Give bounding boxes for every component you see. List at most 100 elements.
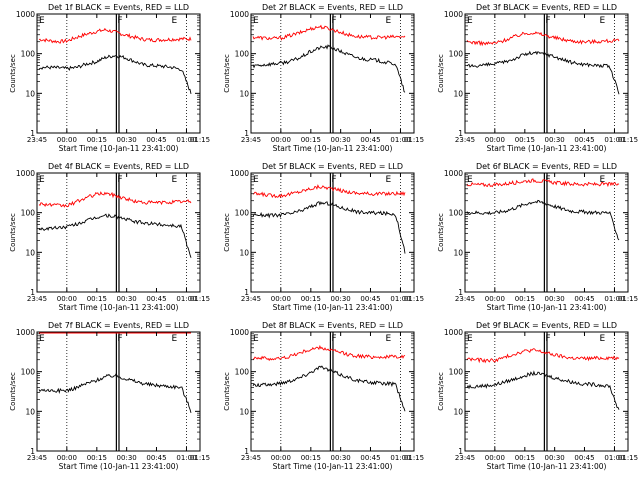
y-tick-label: 10 — [453, 248, 463, 257]
plot-frame — [250, 13, 415, 134]
plot-frame — [36, 172, 201, 293]
y-tick-label: 100 — [449, 368, 464, 377]
start-marker-label: E — [467, 334, 473, 344]
y-tick-label: 1000 — [230, 10, 249, 19]
detector-panel: Det 7f BLACK = Events, RED = LLD F E E 1 10 10… — [9, 321, 210, 471]
x-tick-label: 01:15 — [618, 295, 638, 303]
detector-panel: Det 6f BLACK = Events, RED = LLD F E E 1 10 10… — [437, 162, 638, 312]
x-tick-label: 23:45 — [241, 295, 261, 303]
x-tick-label: 00:15 — [87, 454, 107, 462]
x-tick-label: 23:45 — [241, 136, 261, 144]
x-tick-label: 00:30 — [545, 454, 565, 462]
y-tick-label: 1 — [458, 129, 463, 138]
x-tick-label: 00:00 — [271, 295, 291, 303]
x-tick-label: 00:30 — [117, 454, 137, 462]
end-marker-label: E — [171, 16, 177, 26]
flare-marker-label: F — [545, 334, 550, 344]
y-tick-label: 10 — [25, 248, 35, 257]
y-tick-label: 100 — [449, 50, 464, 59]
plot-frame — [464, 172, 629, 293]
start-marker-label: E — [253, 175, 259, 185]
start-marker-label: E — [253, 334, 259, 344]
y-axis-label: Counts/sec — [9, 213, 17, 252]
x-axis-label: Start Time (10-Jan-11 23:41:00) — [487, 303, 607, 312]
plot-frame — [464, 13, 629, 134]
flare-marker-label: F — [117, 334, 122, 344]
y-tick-label: 100 — [235, 368, 250, 377]
flare-marker-label: F — [331, 16, 336, 26]
y-tick-label: 10 — [239, 407, 249, 416]
x-axis-label: Start Time (10-Jan-11 23:41:00) — [273, 303, 393, 312]
detector-panel: Det 4f BLACK = Events, RED = LLD F E E 1 10 10… — [9, 162, 210, 312]
y-axis-label: Counts/sec — [437, 54, 445, 93]
x-tick-label: 00:45 — [574, 295, 594, 303]
x-tick-label: 01:15 — [190, 295, 210, 303]
x-tick-label: 00:15 — [515, 136, 535, 144]
x-tick-label: 23:45 — [241, 454, 261, 462]
flare-marker-label: F — [331, 175, 336, 185]
y-tick-label: 100 — [449, 209, 464, 218]
x-tick-label: 23:45 — [455, 136, 475, 144]
x-axis-label: Start Time (10-Jan-11 23:41:00) — [487, 462, 607, 471]
x-axis-label: Start Time (10-Jan-11 23:41:00) — [273, 144, 393, 153]
x-tick-label: 23:45 — [455, 295, 475, 303]
y-tick-label: 1000 — [444, 10, 463, 19]
y-tick-label: 100 — [235, 50, 250, 59]
plot-frame — [36, 331, 201, 452]
x-tick-label: 01:15 — [190, 454, 210, 462]
x-tick-label: 00:30 — [117, 136, 137, 144]
flare-marker-label: F — [331, 334, 336, 344]
y-tick-label: 1 — [30, 288, 35, 297]
x-tick-label: 01:15 — [404, 454, 424, 462]
y-tick-label: 1000 — [230, 169, 249, 178]
x-tick-label: 00:00 — [271, 136, 291, 144]
x-axis-label: Start Time (10-Jan-11 23:41:00) — [273, 462, 393, 471]
x-tick-label: 01:00 — [176, 136, 196, 144]
event-rate-series — [38, 54, 192, 94]
lld-rate-series — [253, 344, 406, 362]
x-tick-label: 00:45 — [146, 454, 166, 462]
x-tick-label: 00:15 — [301, 136, 321, 144]
y-tick-label: 100 — [21, 209, 36, 218]
x-tick-label: 00:45 — [360, 295, 380, 303]
lld-rate-series — [466, 178, 620, 188]
x-tick-label: 00:45 — [360, 454, 380, 462]
x-tick-label: 00:00 — [271, 454, 291, 462]
event-rate-series — [38, 213, 192, 258]
start-marker-label: E — [39, 334, 45, 344]
y-tick-label: 1 — [244, 447, 249, 456]
y-tick-label: 1 — [458, 288, 463, 297]
lld-rate-series — [252, 24, 406, 41]
y-axis-label: Counts/sec — [223, 372, 231, 411]
x-tick-label: 00:00 — [57, 454, 77, 462]
x-tick-label: 23:45 — [27, 295, 47, 303]
y-axis-label: Counts/sec — [437, 372, 445, 411]
panel-title: Det 4f BLACK = Events, RED = LLD — [48, 162, 189, 171]
panel-title: Det 6f BLACK = Events, RED = LLD — [476, 162, 617, 171]
x-tick-label: 00:15 — [515, 454, 535, 462]
event-rate-series — [252, 365, 406, 412]
plot-frame — [250, 172, 415, 293]
event-rate-series — [466, 50, 620, 95]
plot-frame — [464, 331, 629, 452]
event-rate-series — [252, 201, 406, 254]
detector-panel: Det 9f BLACK = Events, RED = LLD F E E 1 10 10… — [437, 321, 638, 471]
end-marker-label: E — [171, 334, 177, 344]
y-tick-label: 1000 — [16, 10, 35, 19]
x-tick-label: 23:45 — [27, 136, 47, 144]
y-axis-label: Counts/sec — [9, 372, 17, 411]
y-tick-label: 1 — [244, 129, 249, 138]
flare-marker-label: F — [117, 175, 122, 185]
x-tick-label: 01:00 — [176, 295, 196, 303]
start-marker-label: E — [39, 175, 45, 185]
y-tick-label: 1 — [244, 288, 249, 297]
panel-title: Det 7f BLACK = Events, RED = LLD — [48, 321, 189, 330]
lld-rate-series — [466, 348, 620, 364]
event-rate-series — [466, 370, 620, 410]
end-marker-label: E — [599, 16, 605, 26]
detector-panel: Det 1f BLACK = Events, RED = LLD F E E 1 10 10… — [9, 3, 210, 153]
y-axis-label: Counts/sec — [437, 213, 445, 252]
flare-marker-label: F — [545, 175, 550, 185]
panel-title: Det 5f BLACK = Events, RED = LLD — [262, 162, 403, 171]
